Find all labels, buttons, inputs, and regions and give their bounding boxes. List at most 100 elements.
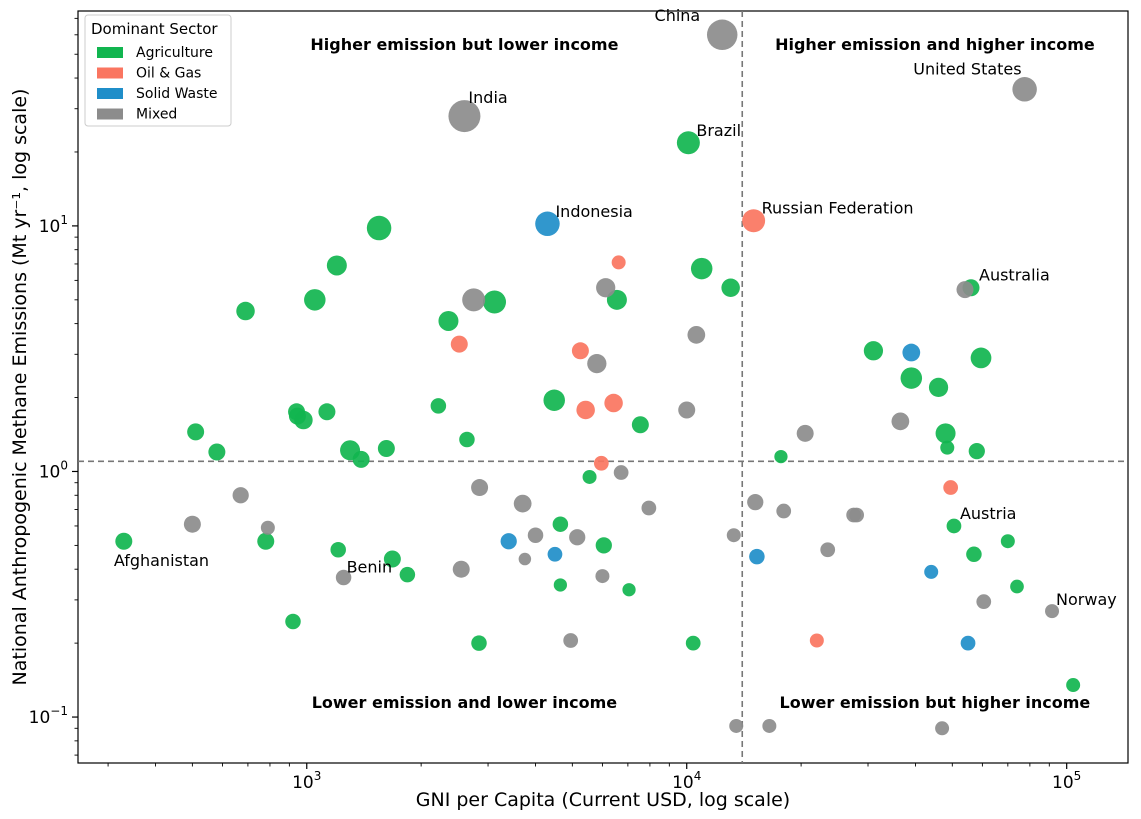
point-mixed <box>747 494 764 511</box>
point-agriculture <box>257 532 275 550</box>
point-solid-waste <box>535 211 560 237</box>
point-agriculture <box>631 416 649 434</box>
data-points <box>115 19 1081 736</box>
point-agriculture <box>304 289 326 311</box>
point-labels: Afghanistan Brazil Australia Russian Federa… <box>114 6 1117 609</box>
point-mixed <box>518 552 532 566</box>
point-mixed <box>976 594 992 610</box>
point-agriculture <box>326 255 347 276</box>
point-mixed <box>563 633 579 648</box>
y-tick-label: 101 <box>39 213 68 237</box>
point-oil-gas <box>593 455 609 471</box>
point-oil-gas <box>943 480 959 495</box>
y-tick-label: 10−1 <box>29 704 68 728</box>
legend-item-label: Agriculture <box>136 45 213 61</box>
quadrant-label: Higher emission but lower income <box>310 35 618 54</box>
quadrant-label: Higher emission and higher income <box>775 35 1095 54</box>
point-mixed <box>849 507 865 523</box>
point-agriculture <box>438 310 459 331</box>
country-label: United States <box>913 59 1021 78</box>
y-axis-label: National Anthropogenic Methane Emissions… <box>9 89 31 686</box>
point-mixed <box>956 281 974 299</box>
point-agriculture <box>940 440 955 455</box>
point-mixed <box>183 515 201 533</box>
point-agriculture <box>187 423 205 441</box>
point-oil-gas <box>742 209 766 233</box>
point-mixed <box>513 494 532 513</box>
quadrant-label: Lower emission and lower income <box>312 693 618 712</box>
point-agriculture <box>330 542 346 558</box>
legend: Dominant Sector Agriculture Oil & Gas Solid… <box>84 14 232 127</box>
point-agriculture <box>900 367 923 389</box>
point-agriculture <box>377 440 395 458</box>
legend-title: Dominant Sector <box>91 20 218 38</box>
reference-lines <box>78 11 1128 763</box>
country-label: India <box>468 88 507 107</box>
point-agriculture <box>399 566 416 583</box>
x-axis-label: GNI per Capita (Current USD, log scale) <box>416 789 790 811</box>
point-mixed <box>260 520 275 535</box>
legend-swatch <box>97 47 123 58</box>
point-mixed <box>935 721 950 736</box>
point-solid-waste <box>902 343 921 362</box>
point-oil-gas <box>571 342 589 360</box>
point-agriculture <box>459 431 475 448</box>
point-agriculture <box>928 377 949 398</box>
point-mixed <box>1045 604 1060 619</box>
point-solid-waste <box>500 533 517 550</box>
country-label: China <box>655 6 701 25</box>
point-agriculture <box>294 410 313 430</box>
country-label: Norway <box>1056 590 1117 609</box>
point-agriculture <box>1010 579 1024 594</box>
point-agriculture <box>968 443 985 460</box>
point-mixed <box>726 528 741 543</box>
point-mixed <box>706 19 738 51</box>
point-agriculture <box>676 131 700 155</box>
point-agriculture <box>352 450 370 468</box>
point-agriculture <box>582 469 597 484</box>
country-label: Brazil <box>696 121 741 140</box>
country-label: Australia <box>979 266 1050 285</box>
point-agriculture <box>543 389 565 411</box>
country-label: Russian Federation <box>762 199 914 218</box>
point-mixed <box>596 278 616 298</box>
point-agriculture <box>208 443 226 461</box>
legend-item-label: Oil & Gas <box>136 66 201 82</box>
point-solid-waste <box>960 635 976 651</box>
point-oil-gas <box>809 633 824 648</box>
point-agriculture <box>721 278 740 297</box>
point-mixed <box>452 560 470 578</box>
point-agriculture <box>966 546 982 563</box>
y-tick-label: 100 <box>39 458 68 482</box>
point-agriculture <box>595 537 612 554</box>
point-agriculture <box>553 578 567 592</box>
point-agriculture <box>430 398 447 414</box>
country-label: Austria <box>960 504 1017 523</box>
point-mixed <box>820 542 836 558</box>
point-agriculture <box>863 341 884 361</box>
point-mixed <box>448 100 481 133</box>
point-mixed <box>462 288 486 312</box>
point-agriculture <box>970 347 992 369</box>
country-label: Indonesia <box>555 202 632 221</box>
point-mixed <box>729 718 744 733</box>
point-oil-gas <box>611 255 626 270</box>
legend-item-label: Mixed <box>136 107 177 123</box>
point-mixed <box>527 527 544 543</box>
y-axis-ticks: 10−1 100 101 <box>29 17 78 756</box>
x-axis-ticks: 103 104 105 <box>107 763 1081 793</box>
point-solid-waste <box>749 548 765 565</box>
x-tick-label: 104 <box>672 769 701 793</box>
point-mixed <box>641 500 657 516</box>
point-agriculture <box>1000 534 1015 549</box>
country-label: Benin <box>347 558 393 577</box>
point-agriculture <box>946 518 962 534</box>
legend-item-label: Solid Waste <box>136 86 218 102</box>
point-mixed <box>1012 77 1037 102</box>
point-agriculture <box>366 215 392 241</box>
point-agriculture <box>622 583 636 597</box>
point-mixed <box>891 412 910 431</box>
point-mixed <box>335 569 352 586</box>
legend-swatch <box>97 108 123 120</box>
